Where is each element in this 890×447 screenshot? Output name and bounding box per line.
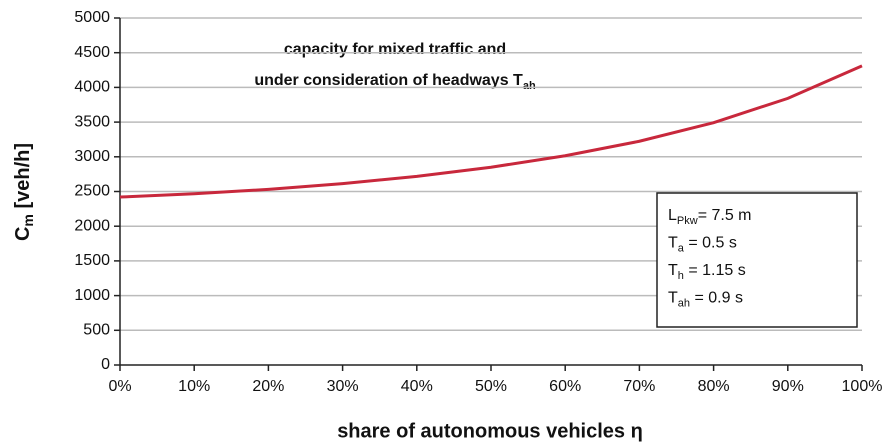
y-tick-label: 5000 [74, 9, 110, 26]
x-tick-label: 90% [772, 378, 804, 395]
parameter-value: = 0.5 s [684, 235, 737, 252]
parameter-line: LPkw= 7.5 m [668, 207, 752, 227]
parameter-line: Th = 1.15 s [668, 262, 746, 282]
data-line [119, 64, 863, 199]
parameter-value: = 7.5 m [698, 207, 752, 224]
y-axis-title: Cm [veh/h] [12, 143, 35, 241]
y-tick-label: 3000 [74, 148, 110, 165]
x-tick-label: 100% [842, 378, 883, 395]
y-tick-label: 0 [101, 356, 110, 373]
parameter-subscript: Pkw [677, 215, 698, 227]
x-tick-label: 10% [178, 378, 210, 395]
y-tick-label: 4000 [74, 79, 110, 96]
x-tick-label: 60% [549, 378, 581, 395]
parameter-symbol: L [668, 207, 677, 224]
parameter-line: Ta = 0.5 s [668, 235, 737, 255]
y-tick-label: 2500 [74, 183, 110, 200]
y-tick-label: 500 [83, 322, 110, 339]
x-tick-label: 80% [698, 378, 730, 395]
parameter-subscript: ah [678, 297, 690, 309]
parameter-value: = 1.15 s [684, 262, 746, 279]
x-tick-label: 30% [327, 378, 359, 395]
parameter-symbol: T [668, 290, 678, 307]
y-tick-label: 1000 [74, 287, 110, 304]
parameter-subscript: h [678, 270, 684, 282]
y-tick-label: 1500 [74, 252, 110, 269]
x-tick-label: 0% [108, 378, 131, 395]
x-axis-title: share of autonomous vehicles η [337, 420, 643, 442]
y-tick-label: 4500 [74, 44, 110, 61]
annotation-line: capacity for mixed traffic and [284, 41, 506, 58]
parameter-value: = 0.9 s [690, 290, 743, 307]
parameter-symbol: T [668, 235, 678, 252]
parameter-box [656, 192, 858, 328]
x-tick-label: 50% [475, 378, 507, 395]
parameter-subscript: a [678, 242, 685, 254]
x-tick-label: 40% [401, 378, 433, 395]
y-tick-label: 2000 [74, 217, 110, 234]
y-tick-label: 3500 [74, 113, 110, 130]
parameter-symbol: T [668, 262, 678, 279]
x-tick-label: 70% [623, 378, 655, 395]
x-tick-label: 20% [252, 378, 284, 395]
annotation-line: under consideration of headways Tah [254, 72, 536, 92]
parameter-line: Tah = 0.9 s [668, 290, 743, 310]
